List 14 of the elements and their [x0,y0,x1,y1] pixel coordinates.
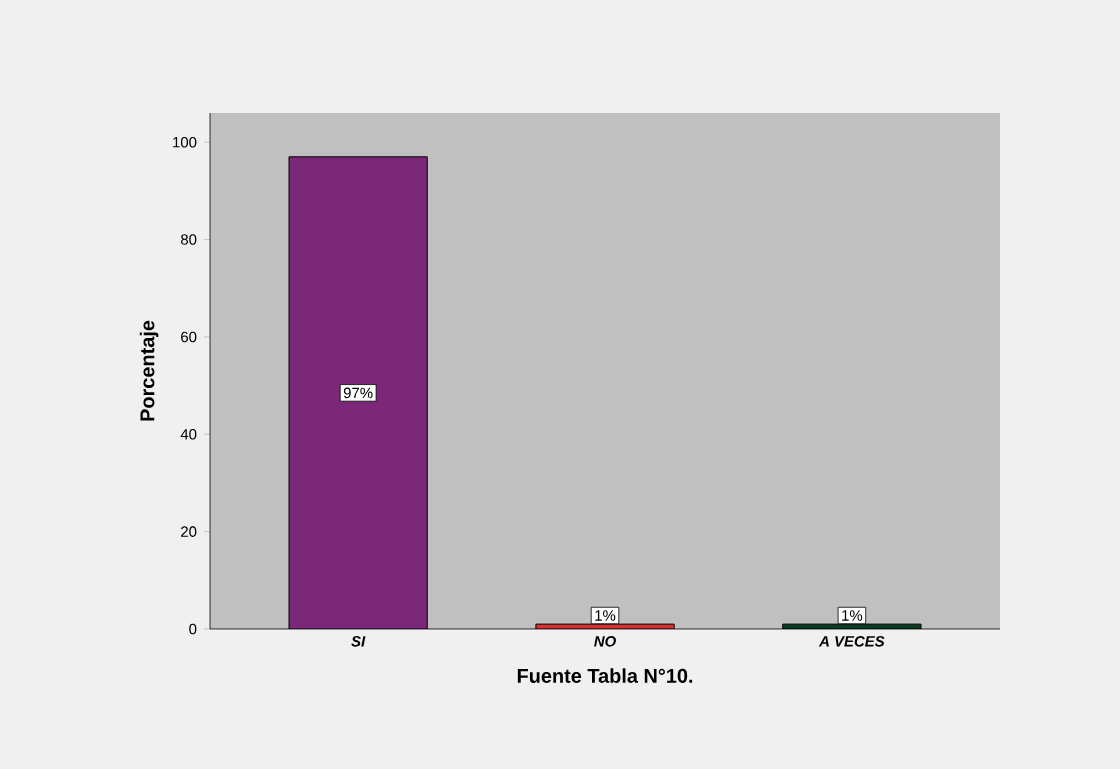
x-tick-label: SI [351,636,366,647]
y-axis-title: Porcentaje [139,320,159,421]
y-tick-label: 100 [173,136,197,148]
data-label: 1% [595,610,616,621]
x-tick-label: A VECES [818,636,885,647]
x-axis-title: Fuente Tabla N°10. [517,668,693,683]
data-label: 1% [842,610,863,621]
y-tick-label: 0 [189,623,197,635]
y-tick-label: 40 [180,428,197,440]
x-tick-label: NO [594,636,616,647]
y-tick-label: 80 [181,234,197,245]
y-tick-label: 60 [181,331,197,343]
data-label: 97% [343,387,373,399]
y-tick-label: 20 [181,526,197,537]
